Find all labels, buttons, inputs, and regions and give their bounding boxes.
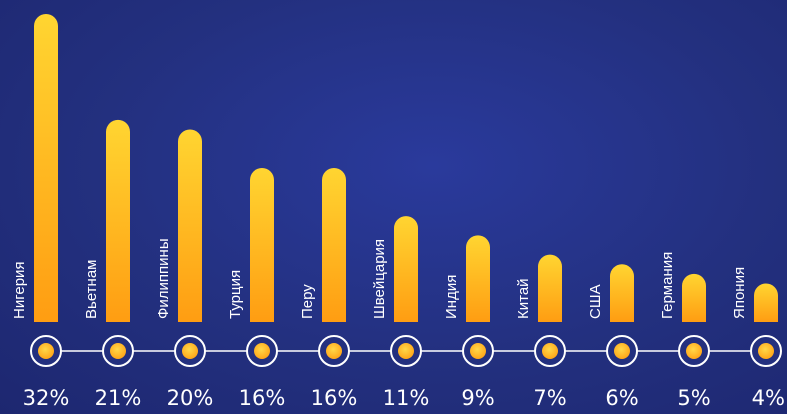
bar-item-8 (538, 254, 562, 322)
value-label-item-10: 5% (677, 386, 710, 410)
category-label-item-11: Япония (731, 267, 748, 319)
marker-dot-item-2 (110, 343, 126, 359)
marker-dot-item-9 (614, 343, 630, 359)
marker-dot-item-4 (254, 343, 270, 359)
marker-dot-item-1 (38, 343, 54, 359)
marker-dot-item-11 (758, 343, 774, 359)
marker-dot-item-3 (182, 343, 198, 359)
category-labels-group: Нигерия Вьетнам Филиппины Турция Перу Швейцар… (11, 238, 748, 319)
value-label-item-4: 16% (239, 386, 286, 410)
bar-item-2 (106, 119, 130, 323)
bar-item-4 (250, 168, 274, 322)
bar-item-11 (754, 283, 778, 322)
value-label-item-2: 21% (95, 386, 142, 410)
marker-dot-item-6 (398, 343, 414, 359)
bar-item-5 (322, 168, 346, 322)
category-label-item-6: Швейцария (371, 239, 388, 319)
value-label-item-1: 32% (23, 386, 70, 410)
bar-item-6 (394, 216, 419, 322)
bar-item-3 (178, 129, 202, 322)
marker-dot-item-8 (542, 343, 558, 359)
category-label-item-2: Вьетнам (83, 260, 100, 319)
marker-dot-item-7 (470, 343, 486, 359)
value-label-item-7: 9% (461, 386, 494, 410)
bar-item-1 (34, 14, 58, 322)
value-label-item-6: 11% (383, 386, 430, 410)
bar-item-7 (466, 235, 490, 322)
category-label-item-3: Филиппины (155, 238, 172, 319)
category-label-item-9: США (587, 284, 604, 319)
category-label-item-4: Турция (227, 270, 244, 319)
category-label-item-10: Германия (659, 252, 676, 319)
markers-group (30, 335, 782, 367)
category-label-item-7: Индия (443, 275, 460, 319)
bars-group (34, 14, 778, 323)
value-label-item-9: 6% (605, 386, 638, 410)
category-label-item-1: Нигерия (11, 261, 28, 319)
value-label-item-8: 7% (533, 386, 566, 410)
value-labels-group: 32% 21% 20% 16% 16% 11% 9% 7% 6% 5% 4% (23, 386, 785, 410)
category-label-item-8: Китай (515, 278, 532, 319)
value-label-item-11: 4% (752, 386, 785, 410)
value-label-item-5: 16% (311, 386, 358, 410)
category-label-item-5: Перу (299, 284, 316, 319)
marker-dot-item-5 (326, 343, 342, 359)
value-label-item-3: 20% (167, 386, 214, 410)
bar-item-10 (682, 273, 706, 322)
bar-item-9 (610, 264, 634, 322)
marker-dot-item-10 (686, 343, 702, 359)
